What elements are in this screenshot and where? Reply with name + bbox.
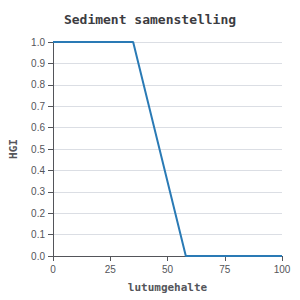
svg-text:0.1: 0.1 bbox=[31, 229, 45, 240]
svg-text:50: 50 bbox=[162, 264, 174, 275]
svg-text:0.6: 0.6 bbox=[31, 122, 45, 133]
svg-text:0.7: 0.7 bbox=[31, 101, 45, 112]
svg-text:Sediment samenstelling: Sediment samenstelling bbox=[64, 12, 236, 27]
svg-text:0.4: 0.4 bbox=[31, 165, 45, 176]
svg-text:0.3: 0.3 bbox=[31, 186, 45, 197]
svg-text:0.9: 0.9 bbox=[31, 58, 45, 69]
svg-text:HGI: HGI bbox=[7, 139, 20, 159]
svg-text:0.8: 0.8 bbox=[31, 79, 45, 90]
svg-text:lutumgehalte: lutumgehalte bbox=[128, 281, 208, 294]
svg-text:0.0: 0.0 bbox=[31, 251, 45, 262]
svg-text:1.0: 1.0 bbox=[31, 37, 45, 48]
svg-text:0: 0 bbox=[50, 264, 56, 275]
svg-text:100: 100 bbox=[274, 264, 291, 275]
svg-text:75: 75 bbox=[219, 264, 231, 275]
svg-text:25: 25 bbox=[105, 264, 117, 275]
svg-text:0.2: 0.2 bbox=[31, 208, 45, 219]
svg-text:0.5: 0.5 bbox=[31, 144, 45, 155]
